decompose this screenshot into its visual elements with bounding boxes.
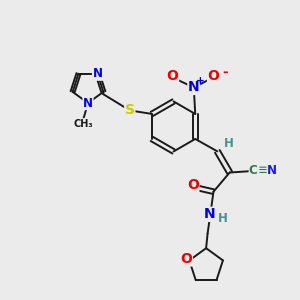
Text: O: O — [180, 252, 192, 266]
Text: N: N — [188, 80, 200, 94]
Text: O: O — [208, 69, 219, 83]
Text: H: H — [224, 136, 233, 150]
Text: N: N — [83, 97, 93, 110]
Text: N: N — [267, 164, 277, 177]
Text: -: - — [223, 66, 228, 79]
Text: S: S — [125, 103, 135, 117]
Text: O: O — [187, 178, 199, 192]
Text: N: N — [92, 67, 103, 80]
Text: O: O — [167, 69, 178, 83]
Text: H: H — [218, 212, 228, 225]
Text: N: N — [203, 207, 215, 221]
Text: +: + — [196, 76, 205, 86]
Text: CH₃: CH₃ — [74, 118, 93, 129]
Text: ≡: ≡ — [257, 164, 268, 177]
Text: C: C — [249, 164, 258, 177]
